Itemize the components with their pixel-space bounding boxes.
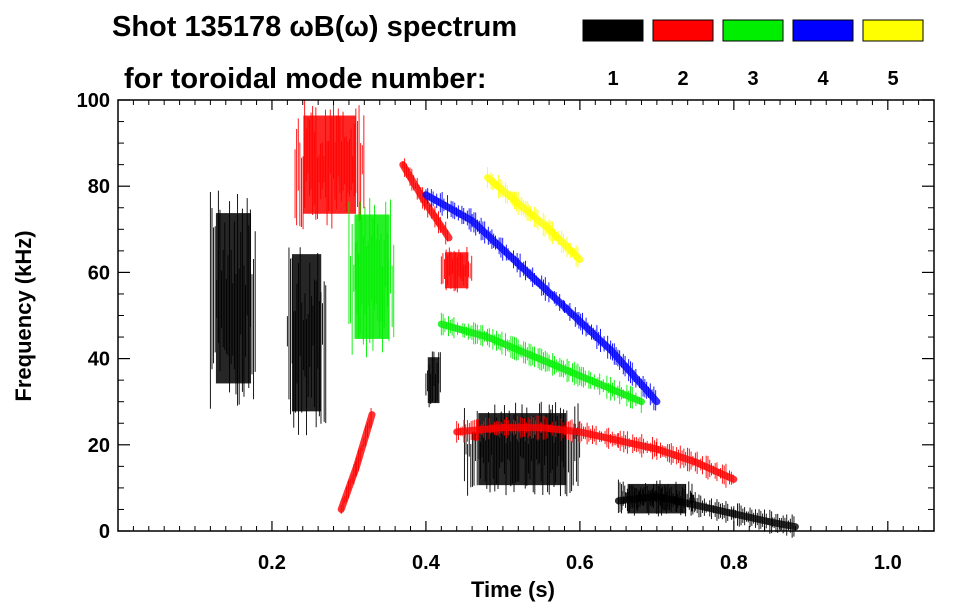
legend-label-mode-4: 4 [817,68,829,90]
chart-title-line2: for toroidal mode number: [124,63,487,95]
mode-2-band-8 [440,247,473,293]
mode-1-band-3 [463,401,581,497]
legend-swatch-mode-2 [652,19,714,42]
mode-1-band-1 [286,247,327,436]
legend-label-mode-1: 1 [607,68,618,90]
mode-2-trace-7 [337,407,376,514]
y-tick-label: 60 [88,262,110,284]
y-axis-label: Frequency (kHz) [11,230,36,401]
legend-label-mode-2: 2 [677,68,688,90]
chart-title-line1: Shot 135178 ωB(ω) spectrum [112,11,517,43]
mode-1-band-2 [425,351,441,408]
y-tick-label: 0 [99,521,110,543]
legend-label-mode-3: 3 [747,68,758,90]
legend-label-mode-5: 5 [887,68,898,90]
band-core [303,115,357,214]
mode-1-trace-5 [614,485,799,538]
mode-3-trace-12 [437,312,645,413]
legend-swatch-mode-4 [792,19,854,42]
x-tick-label: 0.2 [258,552,286,574]
legend-swatch-mode-5 [862,19,924,42]
legend-swatch-mode-3 [722,19,784,42]
mode-1-band-0 [209,190,256,409]
x-tick-label: 1.0 [874,552,902,574]
mode-3-band-11 [348,198,395,358]
x-axis-label: Time (s) [471,577,555,602]
y-tick-label: 40 [88,349,110,371]
x-tick-label: 0.4 [412,552,441,574]
y-tick-label: 100 [77,90,110,112]
axis-ticks [118,99,934,532]
y-tick-label: 20 [88,435,110,457]
x-tick-label: 0.8 [720,552,748,574]
y-tick-label: 80 [88,176,110,198]
mode-5-trace-14 [484,167,584,268]
legend: 1 2 3 4 5 [582,19,924,90]
x-tick-label: 0.6 [566,552,594,574]
mode-4-trace-13 [422,188,661,411]
mode-2-band-6 [294,100,365,230]
plot-marks [209,100,799,538]
legend-swatch-mode-1 [582,19,644,42]
mode-2-trace-10 [399,158,453,245]
tick-labels: 0.2 0.4 0.6 0.8 1.0 0 20 40 60 80 100 [77,90,902,574]
mode-2-trace-9 [453,415,738,488]
